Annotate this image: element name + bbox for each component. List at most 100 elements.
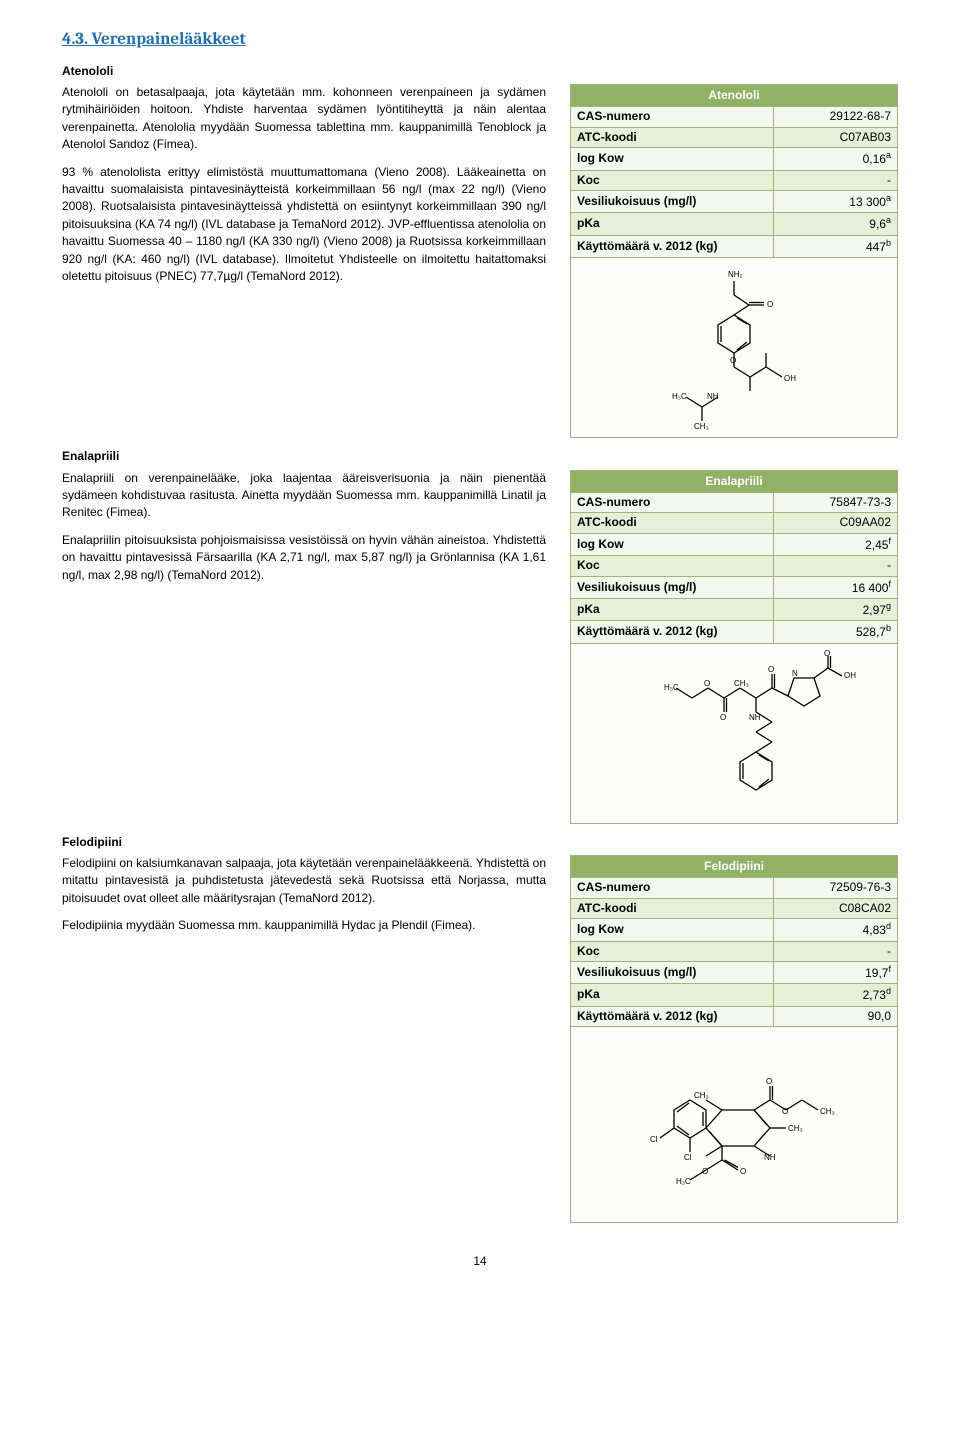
info-val: C09AA02 bbox=[773, 513, 897, 533]
f-ch3b: CH₃ bbox=[788, 1124, 803, 1133]
felodipiini-table: Felodipiini CAS-numero72509-76-3ATC-kood… bbox=[570, 855, 898, 1027]
info-key: Vesiliukoisuus (mg/l) bbox=[571, 576, 774, 598]
info-key: CAS-numero bbox=[571, 492, 774, 512]
f-o1: O bbox=[766, 1077, 772, 1086]
info-key: Koc bbox=[571, 556, 774, 576]
section-heading: 4.3. Verenpainelääkkeet bbox=[62, 28, 898, 53]
atenololi-rows: CAS-numero29122-68-7ATC-koodiC07AB03log … bbox=[571, 107, 898, 258]
info-key: Käyttömäärä v. 2012 (kg) bbox=[571, 621, 774, 643]
enalapriili-molecule: OH N O O O O NH H₃C CH₃ bbox=[570, 644, 898, 824]
info-val: 447b bbox=[773, 235, 897, 257]
info-val: 13 300a bbox=[773, 190, 897, 212]
atenololi-table-title: Atenololi bbox=[571, 85, 898, 107]
info-val: 2,73d bbox=[773, 984, 897, 1006]
enalapriili-table-title: Enalapriili bbox=[571, 470, 898, 492]
section-number: 4.3. bbox=[62, 30, 88, 49]
e-o1: O bbox=[768, 665, 774, 674]
f-o3: O bbox=[740, 1167, 746, 1176]
lbl-o2: O bbox=[730, 356, 736, 365]
f-ch3c: CH₃ bbox=[694, 1091, 709, 1100]
atenololi-heading: Atenololi bbox=[62, 63, 898, 80]
info-val: - bbox=[773, 941, 897, 961]
info-val: 72509-76-3 bbox=[773, 878, 897, 898]
atenololi-text: Atenololi on betasalpaaja, jota käytetää… bbox=[62, 84, 546, 438]
felodipiini-p1: Felodipiini on kalsiumkanavan salpaaja, … bbox=[62, 855, 546, 907]
info-val: 90,0 bbox=[773, 1006, 897, 1026]
page-number: 14 bbox=[62, 1253, 898, 1270]
atenololi-molecule: NH₂ O O OH NH H₃C CH₃ bbox=[570, 258, 898, 438]
lbl-h3c: H₃C bbox=[672, 392, 687, 401]
e-o2: O bbox=[824, 649, 830, 658]
e-n: N bbox=[792, 669, 798, 678]
info-val: 29122-68-7 bbox=[773, 107, 897, 127]
info-key: Vesiliukoisuus (mg/l) bbox=[571, 190, 774, 212]
atenololi-p1: Atenololi on betasalpaaja, jota käytetää… bbox=[62, 84, 546, 154]
info-key: Koc bbox=[571, 170, 774, 190]
info-key: pKa bbox=[571, 984, 774, 1006]
info-key: Vesiliukoisuus (mg/l) bbox=[571, 962, 774, 984]
info-val: 2,45f bbox=[773, 533, 897, 555]
info-key: log Kow bbox=[571, 919, 774, 941]
atenololi-row: Atenololi on betasalpaaja, jota käytetää… bbox=[62, 84, 898, 438]
info-val: 2,97g bbox=[773, 598, 897, 620]
atenololi-table: Atenololi CAS-numero29122-68-7ATC-koodiC… bbox=[570, 84, 898, 258]
lbl-o1: O bbox=[767, 300, 773, 309]
e-nh: NH bbox=[749, 713, 761, 722]
info-key: Käyttömäärä v. 2012 (kg) bbox=[571, 1006, 774, 1026]
e-h3c: H₃C bbox=[664, 683, 679, 692]
info-val: 9,6a bbox=[773, 213, 897, 235]
lbl-nh2: NH₂ bbox=[728, 270, 743, 279]
info-val: - bbox=[773, 556, 897, 576]
e-oh: OH bbox=[844, 671, 856, 680]
f-ch3a: CH₃ bbox=[820, 1107, 835, 1116]
lbl-oh: OH bbox=[784, 374, 796, 383]
atenololi-infobox: Atenololi CAS-numero29122-68-7ATC-koodiC… bbox=[570, 84, 898, 438]
info-key: Käyttömäärä v. 2012 (kg) bbox=[571, 235, 774, 257]
enalapriili-p1: Enalapriili on verenpainelääke, joka laa… bbox=[62, 470, 546, 522]
e-ch3: CH₃ bbox=[734, 679, 749, 688]
info-key: pKa bbox=[571, 213, 774, 235]
felodipiini-molecule: Cl Cl O O O O CH₃ CH₃ CH₃ H₃C NH bbox=[570, 1027, 898, 1223]
f-o2: O bbox=[782, 1107, 788, 1116]
info-val: C08CA02 bbox=[773, 898, 897, 918]
e-o4: O bbox=[704, 679, 710, 688]
enalapriili-infobox: Enalapriili CAS-numero75847-73-3ATC-kood… bbox=[570, 470, 898, 824]
felodipiini-rows: CAS-numero72509-76-3ATC-koodiC08CA02log … bbox=[571, 878, 898, 1027]
f-o4: O bbox=[702, 1167, 708, 1176]
info-key: ATC-koodi bbox=[571, 513, 774, 533]
info-key: CAS-numero bbox=[571, 878, 774, 898]
info-key: Koc bbox=[571, 941, 774, 961]
info-val: 19,7f bbox=[773, 962, 897, 984]
f-cl2: Cl bbox=[684, 1153, 692, 1162]
info-key: ATC-koodi bbox=[571, 127, 774, 147]
info-key: log Kow bbox=[571, 533, 774, 555]
felodipiini-infobox: Felodipiini CAS-numero72509-76-3ATC-kood… bbox=[570, 855, 898, 1223]
felodipiini-p2: Felodipiinia myydään Suomessa mm. kauppa… bbox=[62, 917, 546, 934]
f-nh: NH bbox=[764, 1153, 776, 1162]
enalapriili-text: Enalapriili on verenpainelääke, joka laa… bbox=[62, 470, 546, 824]
enalapriili-heading: Enalapriili bbox=[62, 448, 898, 465]
info-val: 75847-73-3 bbox=[773, 492, 897, 512]
f-h3c: H₃C bbox=[676, 1177, 691, 1186]
enalapriili-table: Enalapriili CAS-numero75847-73-3ATC-kood… bbox=[570, 470, 898, 644]
enalapriili-p2: Enalapriilin pitoisuuksista pohjoismaisi… bbox=[62, 532, 546, 584]
felodipiini-text: Felodipiini on kalsiumkanavan salpaaja, … bbox=[62, 855, 546, 1223]
e-o3: O bbox=[720, 713, 726, 722]
enalapriili-row: Enalapriili on verenpainelääke, joka laa… bbox=[62, 470, 898, 824]
enalapriili-rows: CAS-numero75847-73-3ATC-koodiC09AA02log … bbox=[571, 492, 898, 643]
atenololi-p2: 93 % atenololista erittyy elimistöstä mu… bbox=[62, 164, 546, 286]
lbl-nh: NH bbox=[707, 392, 719, 401]
info-key: log Kow bbox=[571, 148, 774, 170]
info-val: 0,16a bbox=[773, 148, 897, 170]
info-val: - bbox=[773, 170, 897, 190]
info-key: CAS-numero bbox=[571, 107, 774, 127]
felodipiini-heading: Felodipiini bbox=[62, 834, 898, 851]
info-val: 4,83d bbox=[773, 919, 897, 941]
info-val: 528,7b bbox=[773, 621, 897, 643]
info-val: C07AB03 bbox=[773, 127, 897, 147]
info-key: pKa bbox=[571, 598, 774, 620]
felodipiini-table-title: Felodipiini bbox=[571, 856, 898, 878]
info-val: 16 400f bbox=[773, 576, 897, 598]
section-title: Verenpainelääkkeet bbox=[92, 30, 246, 49]
lbl-ch3: CH₃ bbox=[694, 422, 709, 431]
